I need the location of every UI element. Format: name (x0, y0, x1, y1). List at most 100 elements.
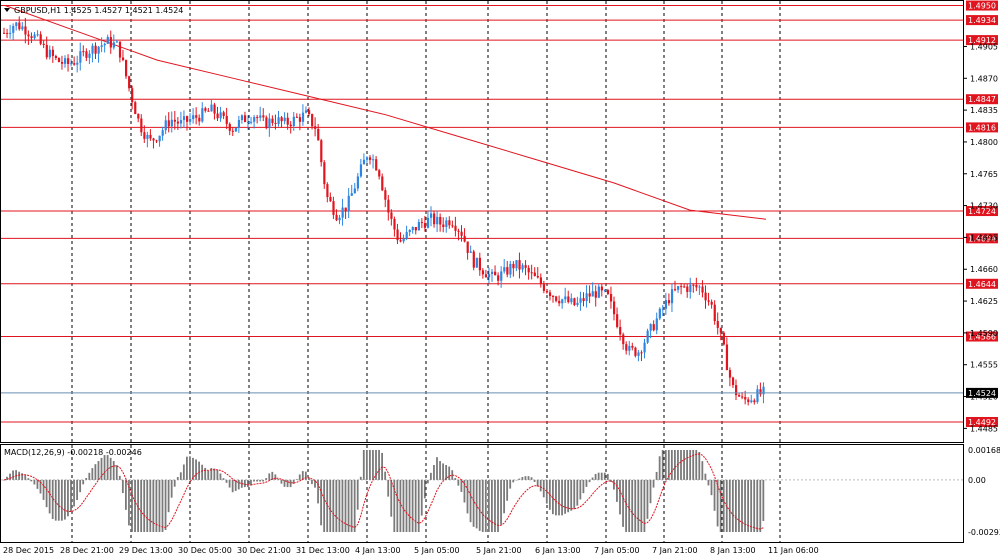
level-label-text: 1.4724 (968, 207, 996, 216)
level-label-text: 1.4694 (968, 234, 996, 243)
candle-body (3, 32, 6, 34)
time-tick-label: 28 Dec 21:00 (60, 546, 114, 555)
macd-bar (561, 479, 563, 516)
candle-body (719, 327, 722, 333)
macd-bar (39, 479, 42, 494)
candle-body (344, 207, 347, 212)
macd-bar (155, 479, 158, 532)
candle-body (240, 115, 244, 121)
candle-body (292, 116, 295, 127)
candle-body (442, 224, 445, 227)
price-tick-label: 1.4905 (970, 42, 998, 51)
macd-bar (628, 479, 631, 532)
candle-body (60, 61, 64, 64)
level-label-text: 1.4950 (968, 2, 996, 11)
candle-body (100, 45, 103, 47)
macd-panel (0, 444, 964, 543)
candle-body (121, 57, 125, 61)
candle-body (103, 43, 106, 46)
candle-body (542, 284, 546, 291)
macd-bar (173, 479, 176, 487)
macd-bar (426, 479, 429, 484)
macd-bar (94, 464, 97, 480)
macd-bar (570, 479, 573, 511)
candle-body (731, 377, 735, 386)
macd-bar (85, 477, 88, 480)
macd-bar (655, 471, 658, 480)
macd-bar (506, 479, 509, 501)
candle-body (667, 300, 671, 304)
macd-bar (326, 479, 329, 532)
macd-tick-label: 0.00 (968, 476, 986, 485)
candle-body (152, 138, 155, 141)
candle-body (628, 345, 631, 351)
candle-body (359, 164, 363, 177)
macd-bar (436, 457, 438, 480)
candle-body (741, 396, 744, 398)
candle-body (530, 272, 533, 274)
macd-bar (146, 479, 149, 532)
candle-body (182, 116, 186, 121)
macd-bar (247, 479, 249, 488)
macd-bar (390, 479, 393, 517)
macd-bar (433, 465, 435, 480)
macd-bar (484, 479, 487, 532)
candle-body (469, 251, 472, 253)
candle-body (54, 55, 58, 59)
macd-bar (64, 479, 66, 520)
candle-body (390, 212, 393, 219)
candle-body (704, 292, 707, 301)
candle-body (347, 195, 350, 212)
macd-bar (149, 479, 152, 532)
candle-body (634, 347, 637, 356)
macd-bar (103, 455, 106, 480)
price-tick-label: 1.4765 (970, 170, 998, 179)
time-tick-label: 29 Dec 13:00 (119, 546, 173, 555)
candle-body (670, 289, 674, 304)
candle-body (414, 227, 417, 231)
candle-body (396, 229, 399, 241)
macd-bar (579, 479, 582, 500)
level-label-text: 1.4492 (968, 418, 996, 427)
ma-line (4, 5, 767, 220)
macd-bar (12, 470, 14, 480)
chart-menu-icon[interactable] (4, 8, 10, 12)
macd-bar (555, 479, 557, 516)
candle-body (167, 120, 170, 127)
candle-body (472, 251, 475, 268)
candle-body (506, 267, 509, 275)
macd-bar (18, 471, 21, 480)
macd-bar (521, 477, 524, 480)
macd-bar (365, 450, 368, 480)
candle-body (186, 116, 189, 122)
macd-bar (51, 479, 54, 520)
candle-body (213, 104, 216, 114)
macd-bar (286, 479, 289, 488)
macd-bar (402, 479, 405, 532)
macd-bar (603, 472, 606, 480)
candle-body (677, 286, 680, 290)
candle-body (494, 271, 497, 276)
candle-body (405, 232, 408, 239)
candle-body (484, 274, 488, 278)
candle-body (637, 352, 640, 356)
macd-signal-line (3, 453, 764, 530)
macd-bar (198, 461, 200, 480)
candle-body (317, 128, 320, 141)
candle-body (125, 60, 128, 77)
candle-body (234, 127, 237, 132)
candle-body (36, 34, 39, 36)
macd-bar (97, 461, 100, 480)
candle-body (478, 257, 481, 271)
macd-bar (414, 479, 417, 532)
candle-body (664, 300, 668, 309)
macd-bar (478, 479, 481, 531)
macd-bar (722, 479, 725, 532)
candle-body (713, 304, 716, 322)
macd-bar (228, 479, 231, 488)
level-label (966, 331, 998, 342)
candle-body (536, 276, 539, 278)
candle-body (118, 41, 122, 58)
macd-bar (661, 450, 664, 480)
candle-body (698, 286, 701, 288)
